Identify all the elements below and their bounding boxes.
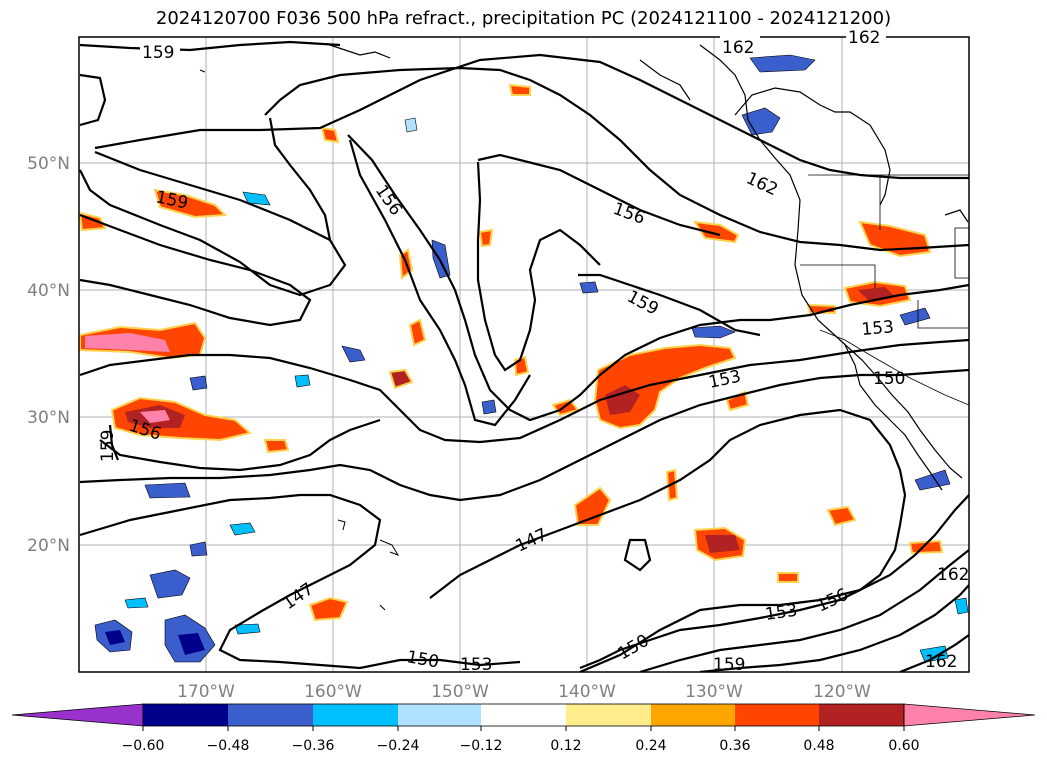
contour-label: 153	[460, 655, 492, 675]
lat-label: 50°N	[27, 154, 70, 174]
colorbar-segment	[651, 704, 735, 726]
lon-label: 130°W	[685, 682, 743, 702]
colorbar-tick-label: 0.24	[635, 738, 666, 754]
colorbar-segment	[481, 704, 566, 726]
colorbar-tick-label: −0.36	[292, 738, 335, 754]
coastlines	[329, 44, 969, 491]
colorbar-tick-label: −0.24	[377, 738, 420, 754]
contour-label: 162	[722, 38, 754, 58]
colorbar-segment	[903, 703, 1036, 727]
contour-label: 162	[848, 28, 880, 48]
contour-label: 159	[713, 655, 745, 675]
colorbar-tick-label: 0.36	[719, 738, 750, 754]
colorbar-segment	[735, 704, 819, 726]
colorbar-segment	[566, 704, 651, 726]
colorbar-tick-label: −0.12	[460, 738, 503, 754]
map-layers	[79, 37, 969, 672]
colorbar-segment	[11, 703, 144, 727]
latitude-labels: 50°N 40°N 30°N 20°N	[27, 154, 70, 556]
colorbar-ticks	[142, 726, 905, 731]
contour-label: 153	[764, 601, 799, 625]
lon-label: 150°W	[431, 682, 489, 702]
colorbar: −0.60 −0.48 −0.36 −0.24 −0.12 0.12 0.24 …	[11, 703, 1036, 754]
lon-label: 170°W	[177, 682, 235, 702]
colorbar-tick-label: 0.60	[888, 738, 919, 754]
contour-label: 153	[861, 317, 895, 340]
colorbar-tick-label: 0.48	[803, 738, 834, 754]
longitude-labels: 170°W 160°W 150°W 140°W 130°W 120°W	[177, 682, 871, 702]
islands	[199, 69, 400, 611]
colorbar-segment	[228, 704, 313, 726]
map-title: 2024120700 F036 500 hPa refract., precip…	[155, 8, 892, 29]
contour-label: 159	[142, 43, 174, 63]
lon-label: 140°W	[558, 682, 616, 702]
plot-frame	[78, 36, 970, 673]
colorbar-tick-label: −0.60	[122, 738, 165, 754]
lon-label: 120°W	[813, 682, 871, 702]
colorbar-segment	[398, 704, 481, 726]
political-borders	[800, 174, 969, 406]
contour-label: 162	[925, 652, 957, 672]
graticule	[79, 37, 969, 672]
colorbar-frame	[142, 703, 905, 727]
lat-label: 20°N	[27, 536, 70, 556]
colorbar-segment	[313, 704, 398, 726]
colorbar-segment	[143, 704, 228, 726]
precip-negative	[94, 54, 969, 663]
contour-label: 162	[937, 565, 969, 585]
colorbar-tick-label: −0.48	[207, 738, 250, 754]
contour-labels: 159 162 162 159 156 156 162 159 156 153 …	[98, 28, 969, 675]
contour-label: 150	[873, 369, 905, 389]
colorbar-tick-label: 0.12	[550, 738, 581, 754]
contour-label: 159	[98, 430, 118, 462]
lon-label: 160°W	[304, 682, 362, 702]
lat-label: 30°N	[27, 408, 70, 428]
lat-label: 40°N	[27, 281, 70, 301]
colorbar-segment	[819, 704, 904, 726]
refractivity-contours	[79, 40, 969, 672]
